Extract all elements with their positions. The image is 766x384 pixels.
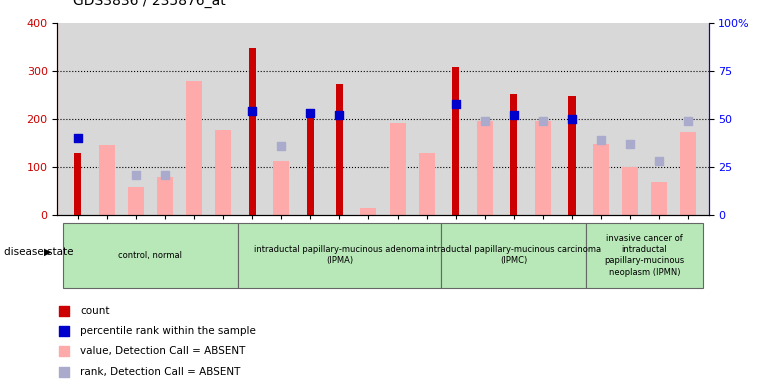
Text: control, normal: control, normal xyxy=(119,251,182,260)
Text: disease state: disease state xyxy=(4,247,74,257)
Bar xyxy=(441,223,587,288)
Bar xyxy=(186,81,202,215)
Text: value, Detection Call = ABSENT: value, Detection Call = ABSENT xyxy=(80,346,246,356)
Bar xyxy=(157,177,173,215)
Bar xyxy=(215,130,231,215)
Point xyxy=(273,258,286,264)
Bar xyxy=(390,123,405,215)
Bar xyxy=(74,152,81,215)
Bar xyxy=(587,223,702,288)
Text: invasive cancer of
intraductal
papillary-mucinous
neoplasm (IPMN): invasive cancer of intraductal papillary… xyxy=(604,234,685,276)
Bar xyxy=(64,223,237,288)
Point xyxy=(682,118,694,124)
Bar xyxy=(476,121,493,215)
Bar xyxy=(568,96,575,215)
Bar xyxy=(128,187,144,215)
Bar xyxy=(361,208,376,215)
Text: percentile rank within the sample: percentile rank within the sample xyxy=(80,326,256,336)
Point xyxy=(304,110,316,116)
Text: intraductal papillary-mucinous adenoma
(IPMA): intraductal papillary-mucinous adenoma (… xyxy=(254,245,425,265)
Point xyxy=(273,74,286,80)
Bar xyxy=(306,113,314,215)
Point xyxy=(129,172,142,178)
Text: GDS3836 / 235876_at: GDS3836 / 235876_at xyxy=(73,0,225,8)
Point xyxy=(450,101,462,107)
Bar xyxy=(593,144,609,215)
Point xyxy=(275,143,287,149)
Text: intraductal papillary-mucinous carcinoma
(IPMC): intraductal papillary-mucinous carcinoma… xyxy=(426,245,601,265)
Point xyxy=(595,137,607,143)
Bar xyxy=(336,84,343,215)
Bar xyxy=(99,146,115,215)
Bar xyxy=(418,152,434,215)
Bar xyxy=(248,48,256,215)
Text: ▶: ▶ xyxy=(44,247,52,257)
Point xyxy=(566,116,578,122)
Bar xyxy=(452,67,460,215)
Bar xyxy=(680,131,696,215)
Point xyxy=(333,112,345,118)
Point xyxy=(537,118,549,124)
Bar xyxy=(273,161,290,215)
Bar xyxy=(237,223,441,288)
Bar xyxy=(622,167,638,215)
Point xyxy=(246,108,258,114)
Bar xyxy=(535,121,551,215)
Point xyxy=(508,112,520,118)
Text: rank, Detection Call = ABSENT: rank, Detection Call = ABSENT xyxy=(80,367,241,377)
Text: count: count xyxy=(80,306,110,316)
Point xyxy=(624,141,637,147)
Point xyxy=(479,118,491,124)
Point xyxy=(159,172,171,178)
Bar xyxy=(510,94,518,215)
Bar xyxy=(651,182,667,215)
Point xyxy=(72,135,84,141)
Point xyxy=(653,158,665,164)
